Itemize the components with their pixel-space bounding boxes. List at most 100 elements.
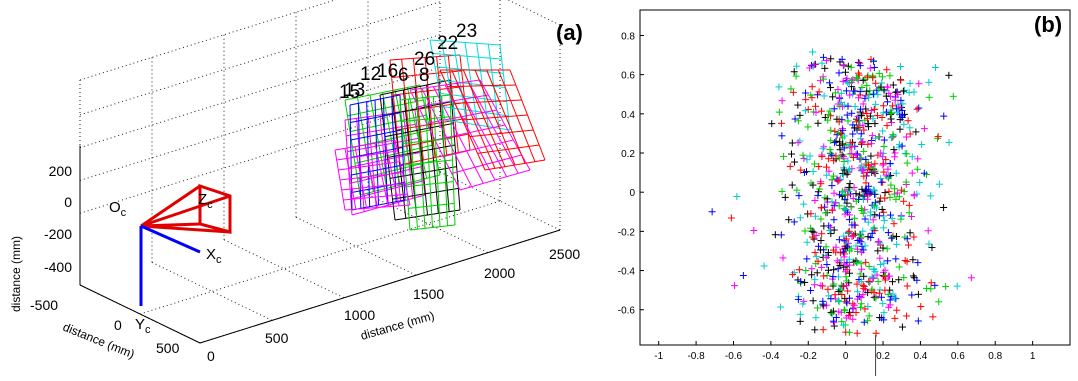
scatter-point-367 [889,234,897,242]
scatter-point-536 [836,249,844,257]
scatter-point-813 [864,289,872,297]
scatter-point-703 [856,230,864,238]
scatter-point-890 [845,227,853,235]
scatter-point-572 [849,300,857,308]
scatter-point-230 [929,313,937,321]
scatter-point-47 [918,141,926,149]
scatter-point-214 [861,215,869,223]
scatter-point-428 [817,204,825,212]
scatter-point-881 [802,107,810,115]
pose-label-13: 13 [344,80,365,101]
scatter-point-381 [874,247,882,255]
scatter-point-97 [935,298,943,306]
scatter-point-134 [904,117,912,125]
scatter-point-814 [908,291,916,299]
scatter-point-789 [909,272,917,280]
scatter-point-625 [847,63,855,71]
scatter-point-604 [855,236,863,244]
scatter-point-279 [827,84,835,92]
scatter-point-785 [889,290,897,298]
scatter-point-557 [868,273,876,281]
camera-frustum [139,183,232,306]
scatter-point-570 [879,161,887,169]
pattern-3-row-6 [394,209,461,221]
scatter-point-825 [889,278,897,286]
scatter-point-485 [893,240,901,248]
scatter-point-286 [849,130,857,138]
scatter-point-435 [827,55,835,63]
scatter-point-783 [928,244,936,252]
scatter-point-350 [900,197,908,205]
scatter-point-158 [831,127,839,135]
scatter-point-828 [849,304,857,312]
scatter-point-540 [866,64,874,72]
scatter-point-171 [768,120,776,128]
scatter-point-695 [869,186,877,194]
scatter-point-830 [846,311,854,319]
scatter-point-651 [846,180,854,188]
scatter-point-129 [867,152,875,160]
scatter-point-100 [887,211,895,219]
scatter-point-181 [857,303,865,311]
scatter-point-392 [872,329,880,337]
scatter-point-568 [848,109,856,117]
scatter-point-671 [927,192,935,200]
scatter-point-696 [891,96,899,104]
scatter-point-49 [856,270,864,278]
scatter-point-25 [827,150,835,158]
x-tick-label-7: 0.4 [913,351,927,362]
scatter-point-447 [843,170,851,178]
scatter-point-561 [887,115,895,123]
scatter-point-782 [853,329,861,337]
scatter-point-553 [840,204,848,212]
scatter-point-539 [859,227,867,235]
grid-floor-lat-1 [139,200,501,315]
scatter-point-142 [777,231,785,239]
scatter-point-298 [857,130,865,138]
scatter-point-763 [847,245,855,253]
scatter-point-219 [781,193,789,201]
scatter-point-257 [851,102,859,110]
frustum-edge-2 [140,224,231,234]
scatter-point-67 [874,277,882,285]
scatter-point-791 [845,141,853,149]
scatter-point-839 [857,278,865,286]
scatter-point-424 [854,58,862,66]
scatter-point-414 [908,213,916,221]
scatter-point-537 [914,290,922,298]
depth-tick-5: 2000 [484,265,515,281]
scatter-point-734 [834,176,842,184]
scatter-point-729 [836,141,844,149]
scatter-point-790 [886,159,894,167]
scatter-point-183 [788,150,796,158]
scatter-point-94 [840,144,848,152]
scatter-point-713 [931,63,939,71]
scatter-point-359 [840,132,848,140]
panel-b-reprojection-error: -1 -0.8 -0.6 -0.4 -0.2 0 0.2 0.4 0.6 0.8 1 0.8 0.6 0.… [600,0,1078,376]
scatter-point-884 [840,282,848,290]
panel-label-a: (a) [556,20,583,45]
scatter-point-745 [875,69,883,77]
scatter-point-661 [799,151,807,159]
pattern-7-col-5 [497,69,536,162]
scatter-point-804 [810,61,818,69]
scatter-point-331 [845,328,853,336]
scatter-point-883 [875,133,883,141]
vertical-tick-4: -400 [44,259,72,275]
scatter-point-693 [846,308,854,316]
scatter-point-818 [910,233,918,241]
scatter-point-459 [890,146,898,154]
scatter-point-732 [884,83,892,91]
scatter-point-768 [884,165,892,173]
scatter-point-82 [821,203,829,211]
scatter-point-186 [820,302,828,310]
scatter-point-834 [894,91,902,99]
scatter-point-794 [871,160,879,168]
scatter-point-523 [949,92,957,100]
scatter-point-862 [857,105,865,113]
scatter-point-95 [796,310,804,318]
grid-top-edge-0 [79,0,337,81]
scatter-point-845 [777,303,785,311]
scatter-point-706 [856,88,864,96]
scatter-point-710 [818,107,826,115]
